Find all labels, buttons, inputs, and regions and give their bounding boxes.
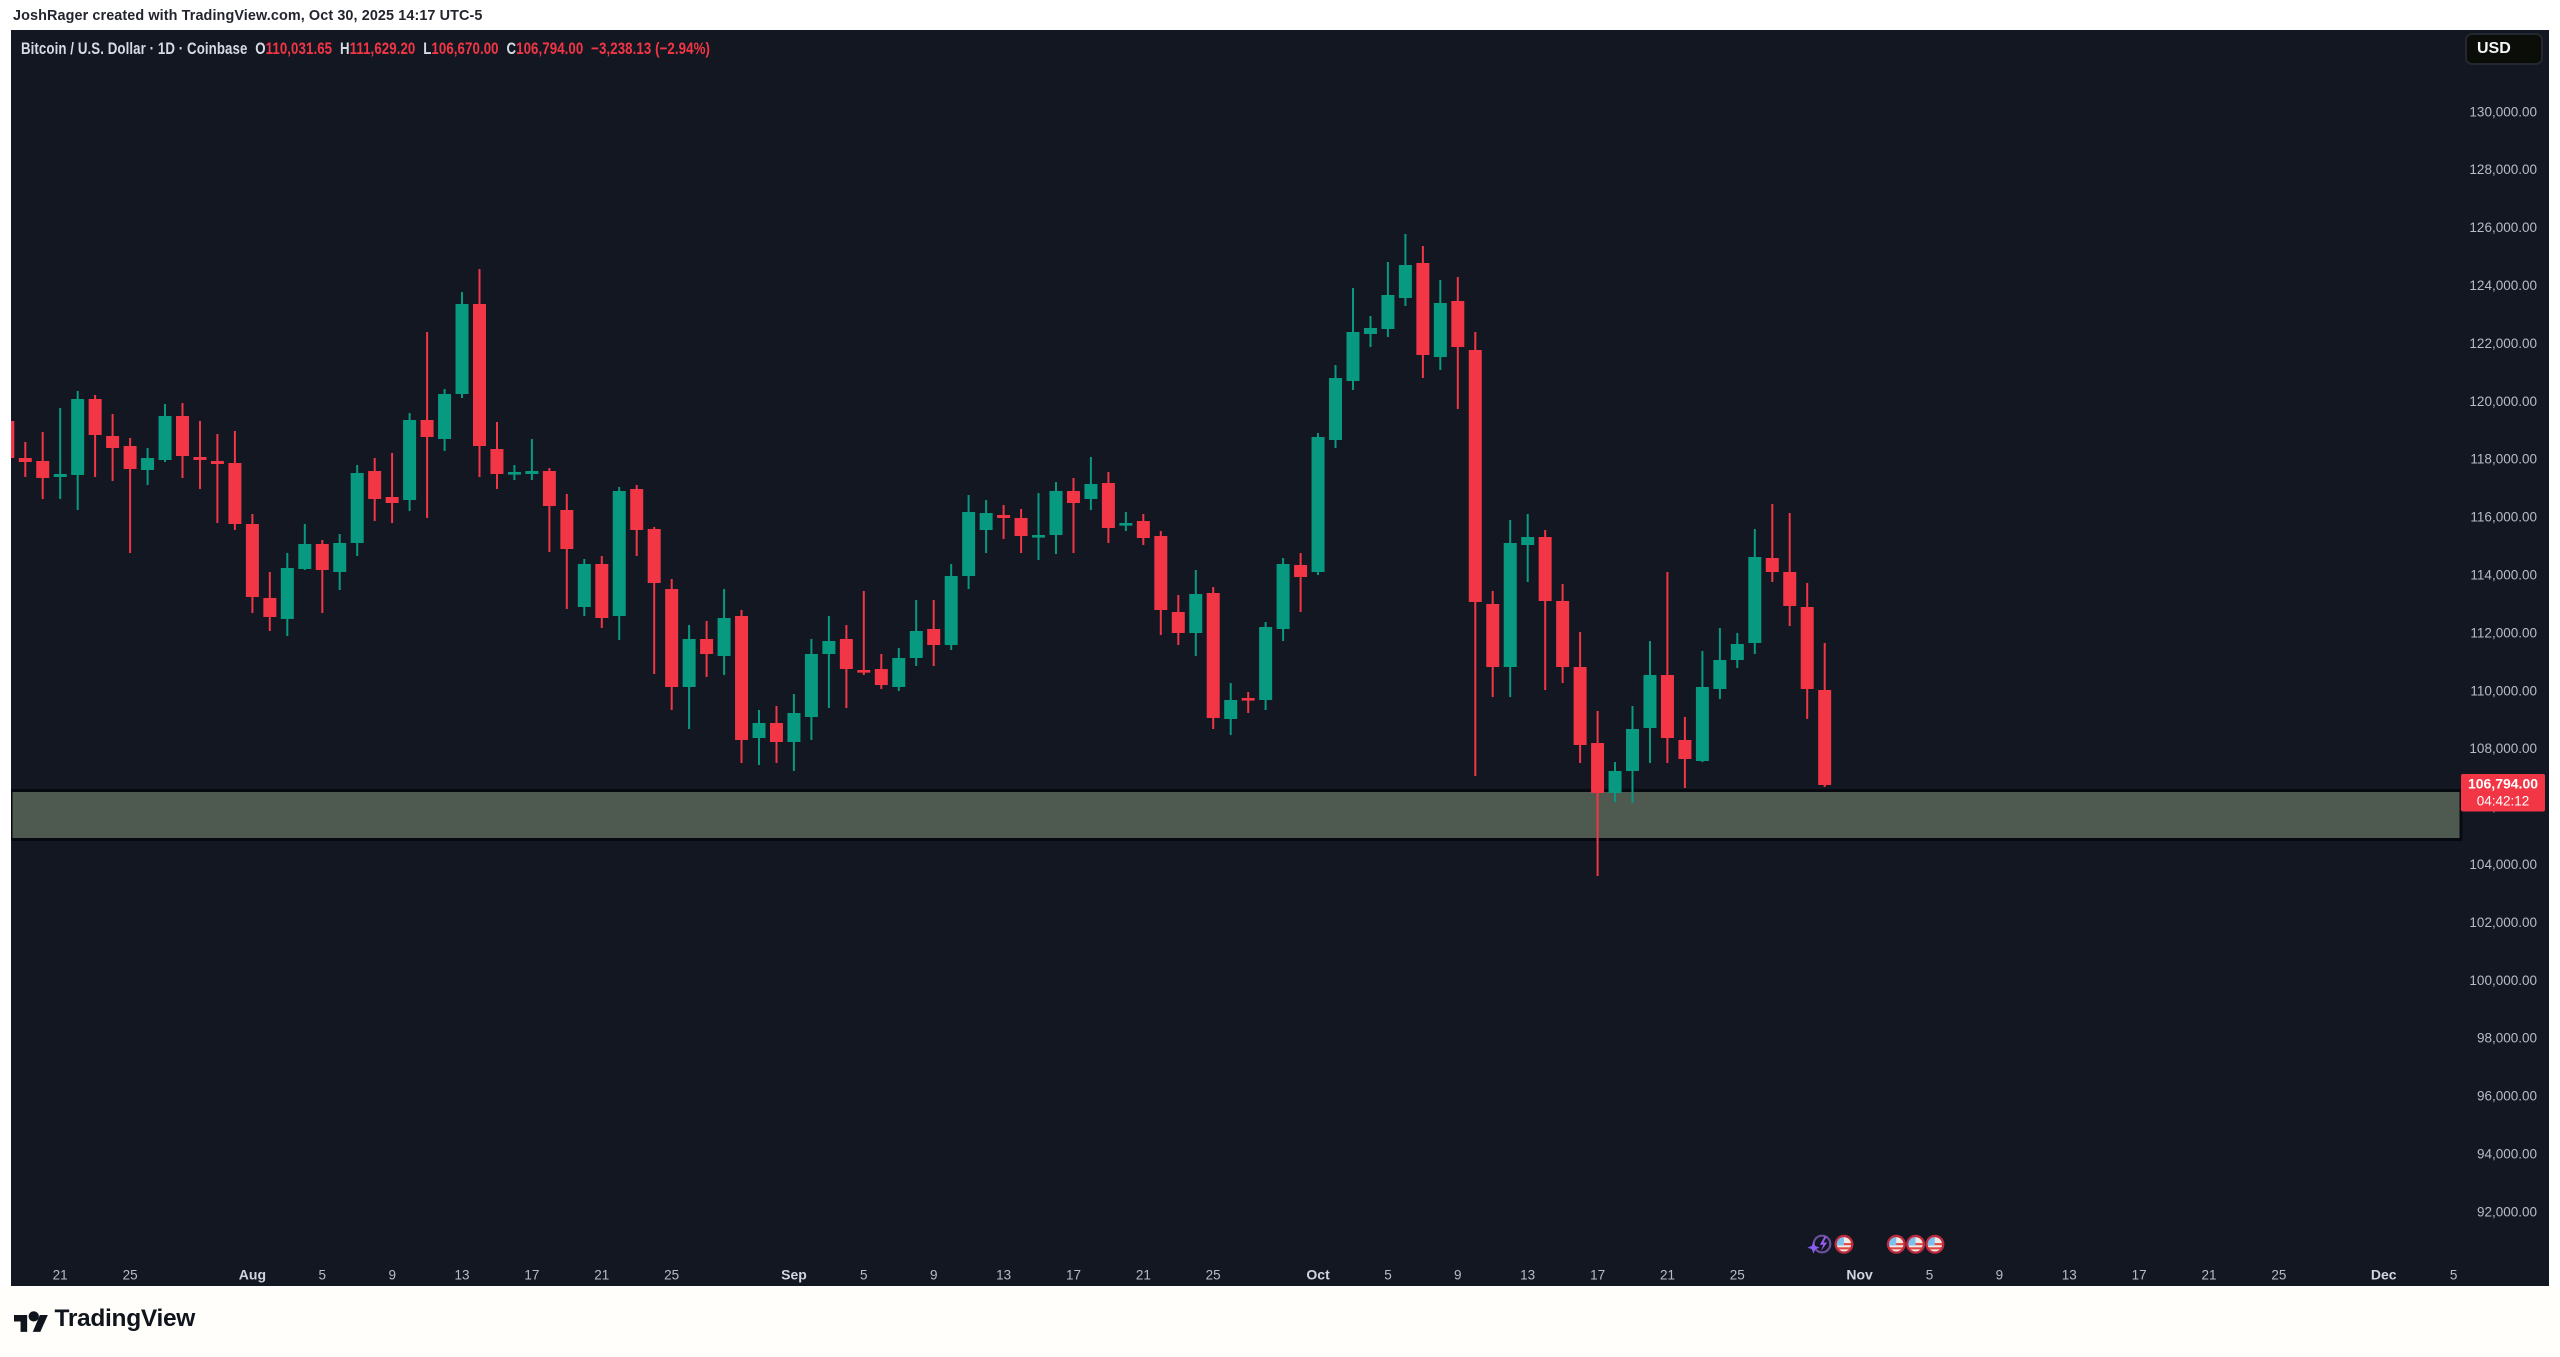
svg-text:100,000.00: 100,000.00 (2469, 973, 2537, 988)
svg-text:Nov: Nov (1846, 1267, 1873, 1283)
svg-text:126,000.00: 126,000.00 (2469, 220, 2537, 235)
svg-text:118,000.00: 118,000.00 (2470, 452, 2537, 467)
svg-text:102,000.00: 102,000.00 (2469, 915, 2537, 930)
svg-text:9: 9 (1454, 1268, 1462, 1283)
svg-text:114,000.00: 114,000.00 (2470, 568, 2537, 583)
svg-text:Oct: Oct (1306, 1267, 1330, 1283)
svg-text:17: 17 (1590, 1268, 1605, 1283)
svg-text:106,794.00: 106,794.00 (2468, 776, 2538, 792)
svg-text:94,000.00: 94,000.00 (2477, 1147, 2537, 1162)
svg-text:21: 21 (2201, 1268, 2216, 1283)
svg-text:9: 9 (1996, 1268, 2004, 1283)
svg-text:5: 5 (2450, 1268, 2458, 1283)
svg-text:21: 21 (1136, 1268, 1151, 1283)
svg-text:96,000.00: 96,000.00 (2477, 1089, 2537, 1104)
svg-text:5: 5 (1384, 1268, 1392, 1283)
svg-text:13: 13 (1520, 1268, 1535, 1283)
svg-text:13: 13 (2062, 1268, 2077, 1283)
svg-text:13: 13 (454, 1268, 469, 1283)
svg-text:92,000.00: 92,000.00 (2477, 1204, 2537, 1219)
svg-text:25: 25 (2271, 1268, 2286, 1283)
svg-text:5: 5 (860, 1268, 868, 1283)
svg-text:122,000.00: 122,000.00 (2469, 336, 2537, 351)
svg-text:21: 21 (594, 1268, 609, 1283)
svg-text:17: 17 (1066, 1268, 1081, 1283)
svg-text:120,000.00: 120,000.00 (2469, 394, 2537, 409)
svg-text:Dec: Dec (2371, 1267, 2397, 1283)
svg-text:104,000.00: 104,000.00 (2469, 857, 2537, 872)
svg-text:5: 5 (1926, 1268, 1934, 1283)
svg-text:04:42:12: 04:42:12 (2477, 794, 2530, 809)
svg-text:25: 25 (123, 1268, 138, 1283)
svg-text:Aug: Aug (239, 1267, 266, 1283)
svg-text:25: 25 (1206, 1268, 1221, 1283)
svg-text:25: 25 (1730, 1268, 1745, 1283)
svg-text:17: 17 (524, 1268, 539, 1283)
svg-text:124,000.00: 124,000.00 (2469, 278, 2537, 293)
svg-text:9: 9 (388, 1268, 396, 1283)
svg-text:98,000.00: 98,000.00 (2477, 1031, 2537, 1046)
svg-text:21: 21 (53, 1268, 68, 1283)
svg-text:128,000.00: 128,000.00 (2469, 162, 2537, 177)
svg-text:110,000.00: 110,000.00 (2470, 683, 2537, 698)
svg-text:5: 5 (319, 1268, 327, 1283)
svg-text:9: 9 (930, 1268, 938, 1283)
svg-text:116,000.00: 116,000.00 (2470, 510, 2537, 525)
svg-text:13: 13 (996, 1268, 1011, 1283)
svg-text:108,000.00: 108,000.00 (2469, 741, 2537, 756)
svg-text:Sep: Sep (781, 1267, 807, 1283)
svg-text:25: 25 (664, 1268, 679, 1283)
svg-text:112,000.00: 112,000.00 (2470, 625, 2537, 640)
svg-text:130,000.00: 130,000.00 (2469, 104, 2537, 119)
svg-text:17: 17 (2132, 1268, 2147, 1283)
svg-text:21: 21 (1660, 1268, 1675, 1283)
